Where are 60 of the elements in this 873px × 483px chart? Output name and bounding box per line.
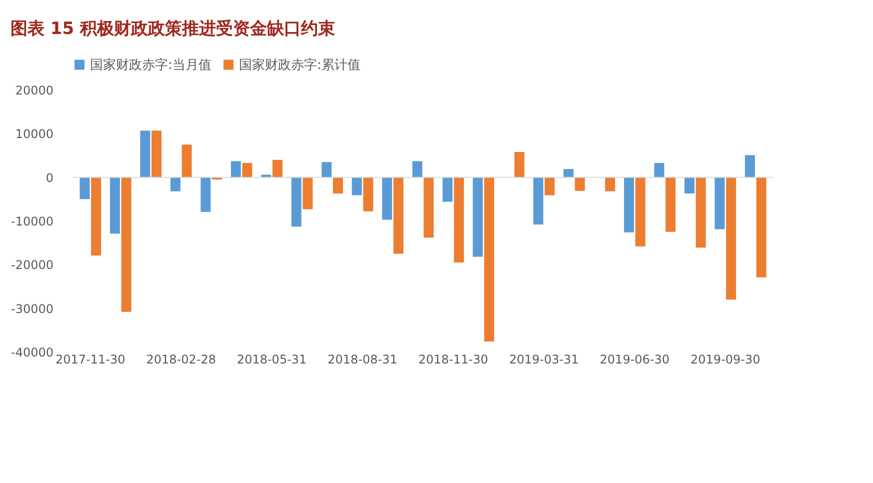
bar (472, 177, 483, 257)
bar (635, 177, 646, 246)
legend-label: 国家财政赤字:累计值 (239, 56, 360, 73)
bar (332, 177, 343, 194)
bar (393, 177, 404, 254)
bar (624, 177, 634, 232)
bar (230, 161, 241, 178)
bar (726, 177, 736, 300)
x-tick-label: 2018-11-30 (418, 352, 488, 366)
bar (200, 177, 211, 212)
x-tick-label: 2019-03-31 (509, 352, 579, 366)
bar (744, 155, 755, 178)
y-tick-label: -30000 (10, 302, 54, 316)
bar (352, 177, 362, 196)
x-tick-label: 2019-09-30 (690, 352, 760, 366)
bar (291, 177, 302, 227)
bar (514, 152, 524, 178)
bar (574, 177, 585, 191)
bar (91, 177, 102, 256)
bar (382, 177, 392, 220)
bar (424, 177, 434, 238)
x-tick-label: 2018-02-28 (146, 352, 216, 366)
bar (140, 130, 150, 178)
bar (442, 177, 453, 202)
y-tick-label: -40000 (10, 346, 54, 360)
bar (302, 177, 313, 210)
bar (564, 169, 574, 178)
bar (272, 160, 282, 178)
x-tick-label: 2018-05-31 (236, 352, 307, 366)
x-tick-label: 2019-06-30 (600, 352, 670, 366)
bar (170, 177, 180, 192)
bar (242, 162, 252, 178)
bar (533, 177, 544, 224)
bar (666, 177, 676, 232)
bar (80, 177, 90, 200)
bar (544, 177, 555, 196)
y-tick-label: -10000 (10, 214, 54, 228)
bar (484, 177, 494, 342)
bar (152, 130, 162, 178)
x-tick-label: 2018-08-31 (328, 352, 398, 366)
bar (412, 161, 422, 178)
chart-title: 图表 15 积极财政政策推进受资金缺口约束 (10, 19, 335, 39)
y-tick-label: 20000 (15, 84, 54, 98)
bar (605, 177, 616, 192)
bar (454, 177, 464, 262)
y-tick-label: -20000 (10, 258, 54, 272)
y-tick-label: 0 (46, 170, 54, 185)
bar (696, 177, 706, 248)
bar (714, 177, 725, 230)
bar (121, 177, 132, 312)
bar (654, 162, 664, 178)
bar (110, 177, 120, 234)
bar (182, 144, 192, 178)
x-tick-label: 2017-11-30 (56, 352, 126, 366)
legend-label: 国家财政赤字:当月值 (90, 56, 212, 73)
bar (322, 162, 332, 178)
y-tick-label: 10000 (15, 127, 54, 142)
bar (684, 177, 694, 194)
bar (756, 177, 766, 278)
bar (363, 177, 374, 212)
